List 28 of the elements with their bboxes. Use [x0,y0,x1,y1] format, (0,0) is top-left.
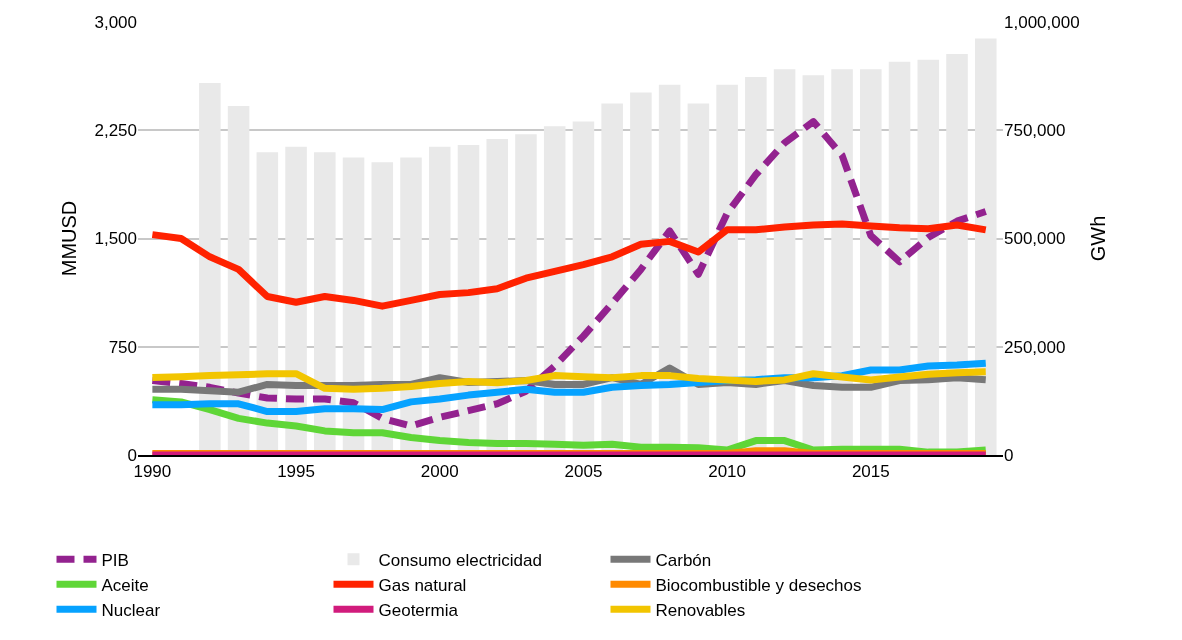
legend-label: Aceite [101,575,149,595]
x-tick-label: 2000 [420,462,459,482]
y2-tick-label: 750,000 [1004,121,1066,141]
y2-tick-label: 250,000 [1004,337,1066,357]
legend-label: Renovables [655,600,746,620]
legend-label: Gas natural [378,575,467,595]
x-tick-label: 2010 [708,462,747,482]
y2-tick-label: 1,000,000 [1004,12,1080,32]
y2-tick-label: 0 [1004,445,1014,465]
x-tick-label: 2015 [851,462,890,482]
x-tick-label: 2005 [564,462,603,482]
legend-label: PIB [101,550,129,570]
y-tick-label: 3,000 [94,12,137,32]
y-tick-label: 2,250 [94,121,137,141]
legend-label: Consumo electricidad [378,550,542,570]
y2-axis-title: GWh [1087,215,1110,262]
legend-label: Biocombustible y desechos [655,575,862,595]
y-axis-title: MMUSD [57,200,80,277]
y2-tick-label: 500,000 [1004,229,1066,249]
y-tick-label: 1,500 [94,229,137,249]
y-tick-label: 750 [108,337,137,357]
legend-label: Geotermia [378,600,459,620]
legend-label: Carbón [655,550,712,570]
x-tick-label: 1995 [277,462,315,482]
legend-label: Nuclear [101,600,161,620]
y-tick-label: 0 [127,445,137,465]
bar [974,38,997,455]
x-tick-label: 1990 [133,462,172,482]
